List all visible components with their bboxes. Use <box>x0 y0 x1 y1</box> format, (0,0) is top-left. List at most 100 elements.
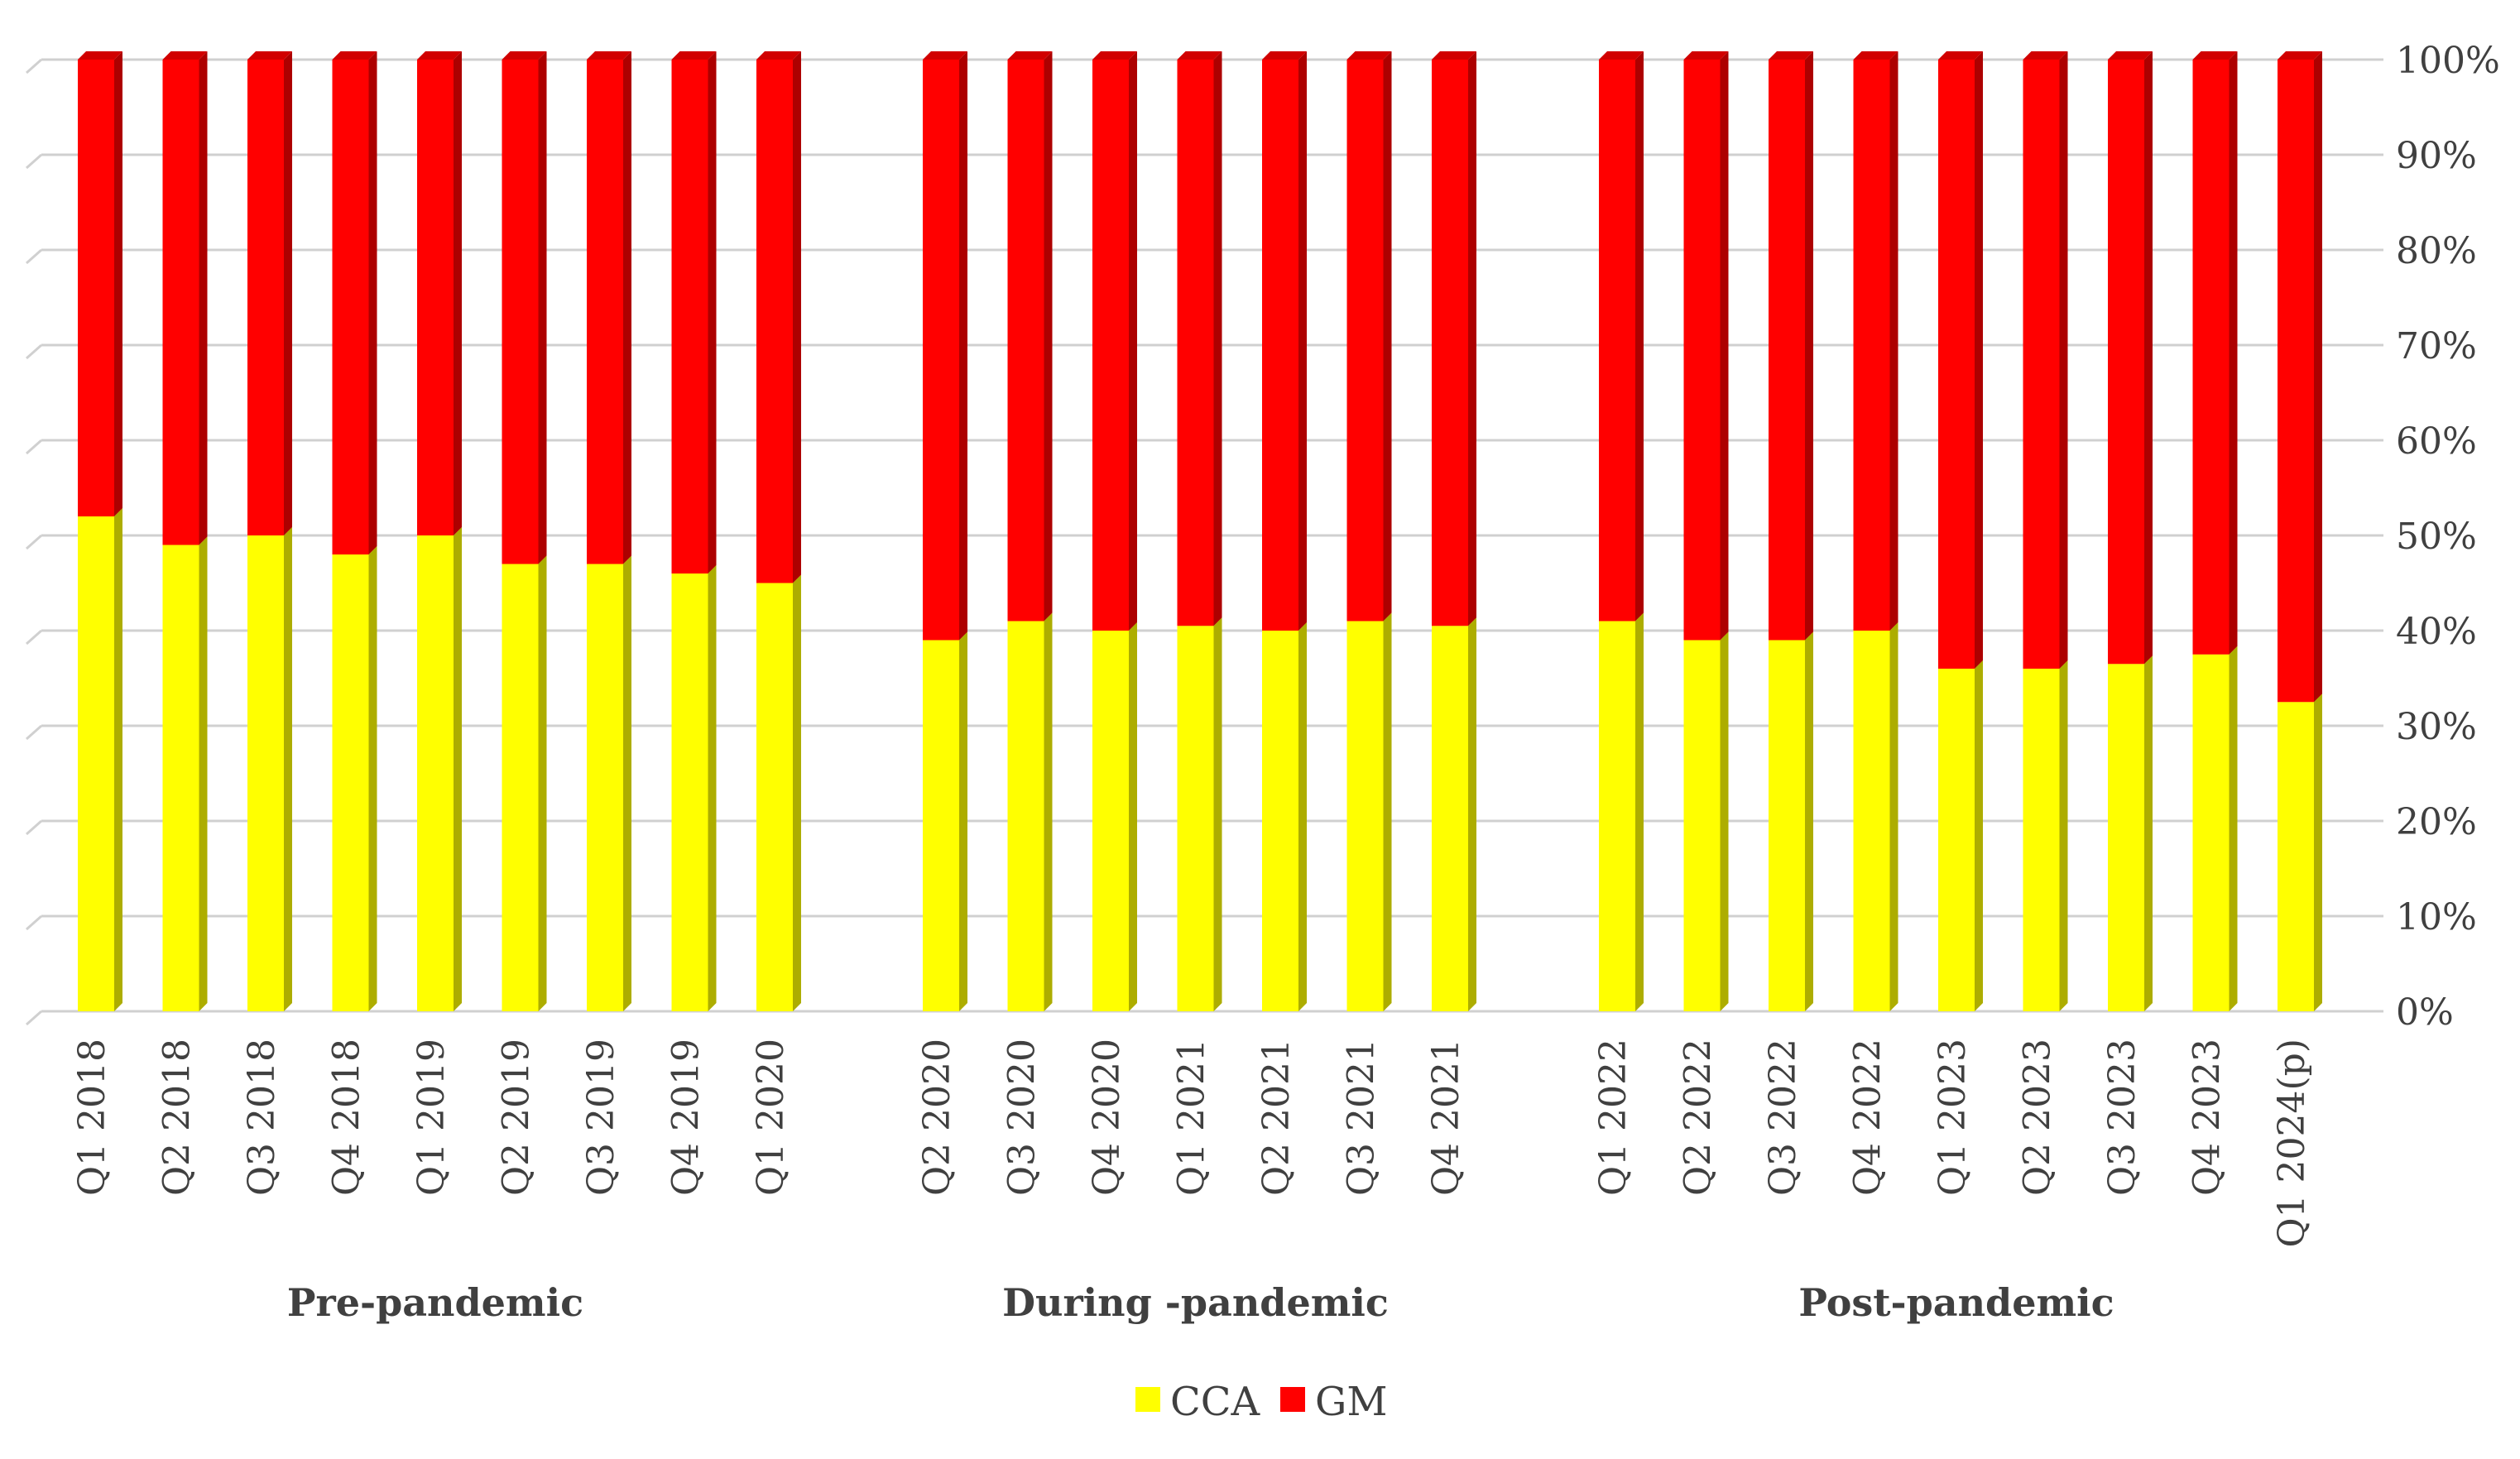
bar-cca-q1-2024-p- <box>2278 694 2322 1011</box>
bar-gm-q3-2018 <box>247 51 292 535</box>
bar-gm-q2-2020 <box>923 51 967 641</box>
x-tick-label: Q4 2023 <box>2186 1039 2229 1196</box>
bar-gm-q1-2020 <box>756 51 801 583</box>
gridline-depth <box>26 1010 42 1026</box>
bar-cca-q3-2022 <box>1769 631 1813 1011</box>
gridline-depth <box>26 153 42 170</box>
bar-cca-q2-2023 <box>2023 660 2068 1011</box>
bar-gm-q1-2019 <box>417 51 462 535</box>
legend-swatch <box>1280 1387 1305 1412</box>
y-tick-label: 50% <box>2396 516 2477 558</box>
gridline-depth <box>26 58 42 74</box>
x-tick-label: Q1 2018 <box>71 1039 113 1196</box>
bar-gm-q1-2018 <box>78 51 122 516</box>
x-tick-label: Q3 2020 <box>1001 1039 1044 1196</box>
bar-cca-q4-2019 <box>671 565 717 1011</box>
bar-gm-q1-2023 <box>1938 51 1983 669</box>
y-tick-label: 20% <box>2396 801 2477 843</box>
x-tick-label: Q4 2021 <box>1425 1039 1467 1196</box>
y-tick-label: 10% <box>2396 896 2477 938</box>
bar-layer <box>78 51 2322 1011</box>
group-label: Post-pandemic <box>1798 1280 2114 1325</box>
x-tick-label: Q2 2023 <box>2017 1039 2059 1196</box>
y-tick-label: 70% <box>2396 325 2477 367</box>
gridline-depth <box>26 629 42 646</box>
x-tick-label: Q2 2019 <box>496 1039 538 1196</box>
bar-cca-q1-2022 <box>1599 612 1644 1011</box>
bar-gm-q4-2021 <box>1432 51 1476 626</box>
gridline-depth <box>26 343 42 360</box>
x-tick-label: Q4 2020 <box>1086 1039 1128 1196</box>
x-tick-label: Q1 2020 <box>750 1039 792 1196</box>
bar-gm-q4-2020 <box>1092 51 1137 631</box>
gridline-depth <box>26 248 42 265</box>
bar-cca-q2-2018 <box>162 536 208 1011</box>
bar-gm-q1-2024-p- <box>2278 51 2322 703</box>
x-tick-label: Q4 2018 <box>326 1039 368 1196</box>
gridline-depth <box>26 724 42 741</box>
bar-gm-q4-2019 <box>671 51 717 574</box>
x-tick-label: Q3 2018 <box>241 1039 283 1196</box>
bar-gm-q1-2022 <box>1599 51 1644 622</box>
bar-gm-q2-2023 <box>2023 51 2068 669</box>
x-tick-label: Q1 2023 <box>1932 1039 1974 1196</box>
bar-gm-q3-2019 <box>587 51 631 564</box>
bar-cca-q2-2022 <box>1683 631 1729 1011</box>
bar-gm-q2-2022 <box>1683 51 1729 641</box>
group-labels: Pre-pandemic During -pandemic Post-pandemi… <box>287 1280 2114 1325</box>
legend: CCA GM <box>1135 1379 1388 1425</box>
x-tick-label: Q2 2022 <box>1678 1039 1720 1196</box>
bar-gm-q3-2022 <box>1769 51 1813 641</box>
y-tick-label: 80% <box>2396 230 2477 272</box>
bar-gm-q2-2018 <box>162 51 208 545</box>
bar-cca-q3-2018 <box>247 527 292 1011</box>
x-tick-label: Q3 2022 <box>1762 1039 1804 1196</box>
bar-gm-q4-2022 <box>1853 51 1898 631</box>
group-label: Pre-pandemic <box>287 1280 583 1325</box>
bar-cca-q1-2020 <box>756 574 801 1011</box>
bar-gm-q2-2021 <box>1262 51 1307 631</box>
bar-cca-q4-2020 <box>1092 622 1137 1011</box>
bar-cca-q3-2020 <box>1007 612 1053 1011</box>
x-tick-label: Q1 2024(p) <box>2271 1039 2313 1248</box>
legend-label: GM <box>1315 1379 1388 1425</box>
x-tick-label: Q1 2022 <box>1592 1039 1634 1196</box>
bar-cca-q1-2023 <box>1938 660 1983 1011</box>
bar-cca-q3-2023 <box>2108 655 2153 1011</box>
bar-cca-q2-2020 <box>923 631 967 1011</box>
bar-gm-q3-2021 <box>1346 51 1392 622</box>
bar-cca-q3-2021 <box>1346 612 1392 1011</box>
y-tick-label: 100% <box>2396 40 2500 82</box>
bar-gm-q4-2023 <box>2192 51 2238 655</box>
x-tick-label: Q2 2018 <box>156 1039 199 1196</box>
x-tick-label: Q2 2020 <box>916 1039 958 1196</box>
gridline-depth <box>26 819 42 836</box>
legend-item-gm: GM <box>1280 1379 1388 1425</box>
bar-cca-q2-2021 <box>1262 622 1307 1011</box>
bar-cca-q4-2022 <box>1853 622 1898 1011</box>
bar-cca-q4-2018 <box>332 546 377 1011</box>
y-tick-label: 30% <box>2396 706 2477 748</box>
y-tick-label: 90% <box>2396 135 2477 177</box>
y-axis-ticks: 0% 10% 20% 30% 40% 50% 60% 70% 80% 90% 100% <box>2396 40 2500 1034</box>
gridline-depth <box>26 439 42 455</box>
bar-gm-q3-2023 <box>2108 51 2153 665</box>
legend-swatch <box>1135 1387 1160 1412</box>
x-tick-label: Q4 2019 <box>665 1039 708 1196</box>
bar-cca-q1-2018 <box>78 508 122 1011</box>
x-tick-label: Q4 2022 <box>1847 1039 1889 1196</box>
y-tick-label: 60% <box>2396 420 2477 463</box>
x-tick-label: Q3 2021 <box>1341 1039 1383 1196</box>
legend-item-cca: CCA <box>1135 1379 1260 1425</box>
bar-gm-q3-2020 <box>1007 51 1053 622</box>
group-label: During -pandemic <box>1002 1280 1389 1325</box>
gridline-depth <box>26 534 42 550</box>
legend-label: CCA <box>1170 1379 1260 1425</box>
x-axis-ticks: Q1 2018 Q2 2018 Q3 2018 Q4 2018 Q1 2019 Q2 20… <box>71 1039 2313 1248</box>
x-tick-label: Q3 2023 <box>2101 1039 2143 1196</box>
bar-gm-q2-2019 <box>502 51 547 564</box>
x-tick-label: Q2 2021 <box>1255 1039 1298 1196</box>
x-tick-label: Q1 2021 <box>1171 1039 1213 1196</box>
